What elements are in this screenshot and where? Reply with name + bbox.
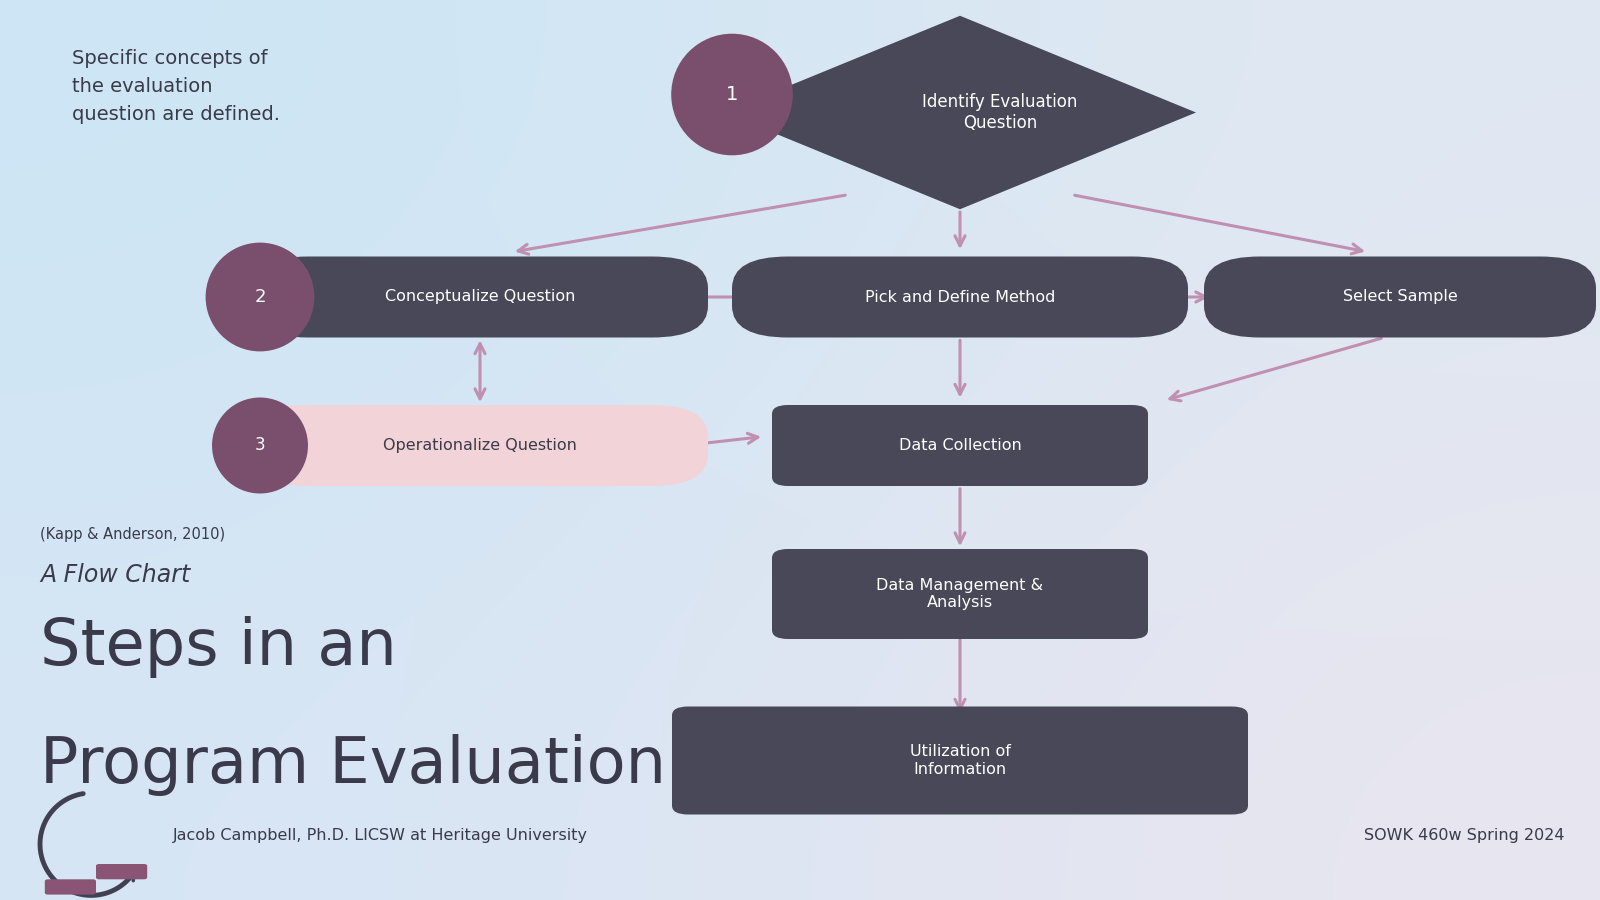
Text: Jacob Campbell, Ph.D. LICSW at Heritage University: Jacob Campbell, Ph.D. LICSW at Heritage … — [173, 828, 587, 842]
Text: Data Management &
Analysis: Data Management & Analysis — [877, 578, 1043, 610]
Text: SOWK 460w Spring 2024: SOWK 460w Spring 2024 — [1363, 828, 1565, 842]
Ellipse shape — [205, 243, 314, 351]
Polygon shape — [723, 15, 1197, 210]
Text: Program Evaluation: Program Evaluation — [40, 734, 666, 796]
Text: (Kapp & Anderson, 2010): (Kapp & Anderson, 2010) — [40, 526, 226, 542]
Text: Operationalize Question: Operationalize Question — [382, 438, 578, 453]
Text: Steps in an: Steps in an — [40, 616, 397, 679]
Text: 2: 2 — [254, 288, 266, 306]
FancyBboxPatch shape — [771, 549, 1149, 639]
FancyBboxPatch shape — [253, 256, 707, 338]
FancyBboxPatch shape — [96, 864, 147, 879]
Ellipse shape — [211, 398, 307, 493]
FancyBboxPatch shape — [1205, 256, 1597, 338]
Text: 3: 3 — [254, 436, 266, 454]
FancyBboxPatch shape — [733, 256, 1187, 338]
FancyBboxPatch shape — [253, 405, 707, 486]
Text: Select Sample: Select Sample — [1342, 290, 1458, 304]
Text: 1: 1 — [726, 85, 738, 104]
Text: Specific concepts of
the evaluation
question are defined.: Specific concepts of the evaluation ques… — [72, 50, 280, 124]
Text: Utilization of
Information: Utilization of Information — [909, 744, 1011, 777]
Text: Identify Evaluation
Question: Identify Evaluation Question — [922, 93, 1078, 132]
Text: Conceptualize Question: Conceptualize Question — [386, 290, 574, 304]
Text: Data Collection: Data Collection — [899, 438, 1021, 453]
FancyBboxPatch shape — [672, 706, 1248, 814]
FancyBboxPatch shape — [45, 879, 96, 895]
Ellipse shape — [672, 33, 794, 156]
FancyBboxPatch shape — [771, 405, 1149, 486]
Text: Pick and Define Method: Pick and Define Method — [866, 290, 1054, 304]
Text: A Flow Chart: A Flow Chart — [40, 562, 190, 587]
